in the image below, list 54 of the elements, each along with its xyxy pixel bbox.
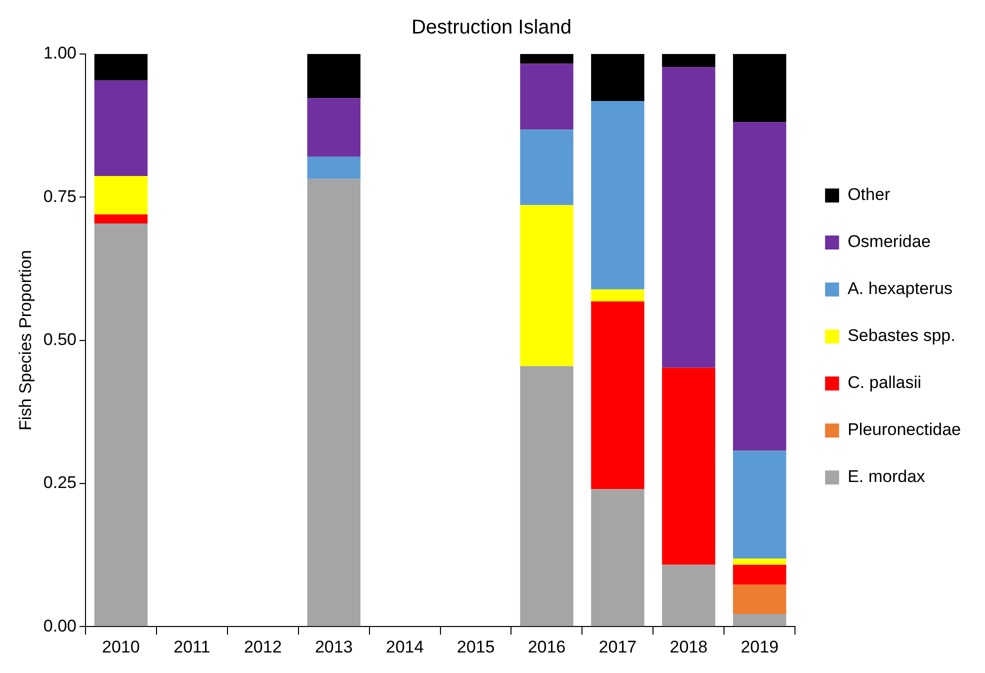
bar	[94, 223, 148, 626]
x-tick-label: 2013	[314, 637, 353, 656]
legend-label: A. hexapterus	[848, 279, 952, 298]
bar	[662, 368, 716, 565]
x-tick-label: 2016	[528, 637, 566, 656]
y-tick-label: 1.00	[43, 44, 76, 63]
bar	[307, 156, 360, 179]
bar	[520, 205, 574, 366]
bar	[591, 100, 644, 290]
x-tick-label: 2012	[244, 637, 282, 656]
bar	[307, 98, 360, 156]
bar	[732, 564, 786, 585]
legend-label: Pleuronectidae	[848, 420, 962, 440]
legend-label: Osmeridae	[848, 232, 931, 252]
bar	[662, 67, 716, 368]
y-tick-label: 0.25	[43, 473, 76, 492]
bar	[307, 178, 360, 626]
x-tick-label: 2010	[102, 637, 140, 656]
x-tick-label: 2014	[386, 637, 424, 656]
y-axis-title: Fish Species Proportion	[16, 250, 35, 431]
bar	[732, 450, 786, 558]
x-tick-label: 2018	[670, 637, 708, 656]
x-tick-label: 2019	[740, 637, 779, 656]
bar	[732, 584, 786, 614]
bar	[94, 176, 148, 214]
bar	[94, 214, 148, 224]
bar	[307, 54, 360, 98]
bar	[732, 54, 786, 122]
legend-label: Other	[848, 185, 890, 204]
bar	[94, 80, 148, 176]
bar	[662, 564, 716, 626]
x-tick-label: 2011	[174, 637, 210, 656]
bar	[662, 54, 716, 68]
legend-label: E. mordax	[848, 467, 926, 486]
bar	[591, 54, 644, 101]
x-tick-label: 2015	[456, 637, 495, 656]
chart-title: Destruction Island	[411, 16, 572, 39]
bar	[520, 54, 574, 64]
bar	[732, 122, 786, 451]
bar	[732, 614, 786, 626]
bar	[732, 558, 786, 565]
bar	[591, 301, 644, 490]
legend-label: Sebastes spp.	[848, 326, 956, 346]
bar	[94, 54, 148, 80]
bar	[520, 64, 574, 130]
y-tick-label: 0.75	[43, 186, 76, 206]
y-tick-label: 0.00	[43, 616, 76, 636]
bar	[591, 289, 644, 302]
legend-label: C. pallasii	[848, 373, 922, 392]
bar	[591, 489, 644, 626]
x-tick-label: 2017	[598, 637, 637, 656]
y-tick-label: 0.50	[43, 330, 76, 349]
bar	[520, 130, 574, 206]
bar	[520, 366, 574, 626]
